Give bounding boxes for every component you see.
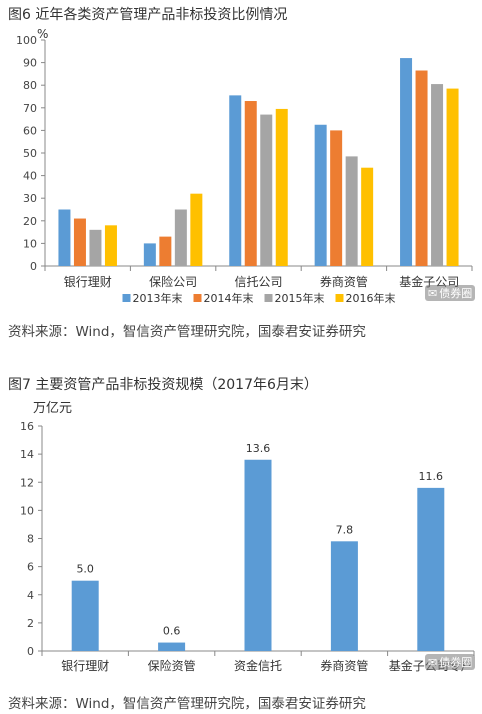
bar: [174, 209, 187, 266]
y-tick-label: 2: [27, 617, 34, 630]
data-label: 7.8: [336, 523, 354, 536]
bar: [190, 193, 203, 266]
legend-swatch: [122, 294, 131, 302]
chart2-svg: 万亿元 0 2 4 6 8 10 12 14 16 5.0 银行理财 0.6 保险资管 13.6 资金信托 7.…: [20, 401, 475, 673]
figure2-watermark: ✉ 债券圈: [425, 654, 476, 670]
y-tick-label: 0: [30, 260, 37, 273]
legend-label: 2014年末: [204, 291, 254, 305]
y-tick-label: 10: [20, 504, 34, 517]
x-tick-label: 信托公司: [234, 275, 282, 289]
y-axis-unit: 万亿元: [33, 401, 72, 416]
x-tick-label: 资金信托: [234, 658, 282, 673]
bar: [361, 167, 374, 266]
legend-swatch: [193, 294, 202, 302]
figure1-watermark: ✉ 债券圈: [425, 285, 476, 301]
bar: [260, 114, 273, 266]
bar: [330, 541, 358, 651]
figure2-watermark-text: 债券圈: [439, 656, 473, 669]
data-label: 5.0: [76, 563, 94, 576]
bar: [431, 84, 444, 266]
y-tick-label: 40: [23, 170, 37, 183]
legend-swatch: [264, 294, 273, 302]
bar: [417, 487, 445, 651]
bar: [58, 209, 71, 266]
y-tick-label: 30: [23, 192, 37, 205]
y-tick-label: 60: [23, 124, 37, 137]
bar: [446, 88, 459, 266]
legend-label: 2016年末: [346, 291, 396, 305]
legend-swatch: [335, 294, 344, 302]
figure2-source: 资料来源：Wind，智信资产管理研究院，国泰君安证券研究: [8, 696, 366, 712]
y-tick-label: 70: [23, 102, 37, 115]
data-label: 13.6: [246, 442, 271, 455]
y-tick-label: 90: [23, 57, 37, 70]
y-tick-label: 10: [23, 237, 37, 250]
bar: [345, 156, 358, 266]
figure1-source: 资料来源：Wind，智信资产管理研究院，国泰君安证券研究: [8, 324, 366, 340]
wechat-icon: ✉: [428, 656, 438, 669]
bar: [143, 243, 156, 266]
bar: [89, 229, 102, 266]
chart1-svg: 0102030405060708090100 %银行理财 保险公司 信托公司 券商资管基…: [16, 27, 473, 305]
bar: [330, 130, 343, 266]
bar: [159, 236, 172, 266]
bar: [275, 108, 288, 267]
y-axis-unit: %: [37, 27, 48, 41]
figure2-title: 图7 主要资管产品非标投资规模（2017年6月末）: [8, 377, 318, 393]
bar: [158, 642, 186, 651]
x-tick-label: 券商资管: [320, 658, 368, 673]
y-tick-label: 50: [23, 147, 37, 160]
bar: [71, 580, 99, 651]
y-tick-label: 12: [20, 476, 34, 489]
bar: [104, 225, 117, 266]
legend-label: 2013年末: [133, 291, 183, 305]
y-tick-label: 100: [16, 34, 37, 47]
bar: [244, 459, 272, 651]
y-tick-label: 6: [27, 561, 34, 574]
legend-label: 2015年末: [275, 291, 325, 305]
data-label: 11.6: [419, 470, 444, 483]
x-tick-label: 保险资管: [148, 658, 196, 673]
bar: [73, 218, 86, 266]
figure1-watermark-text: 债券圈: [439, 287, 473, 300]
bar: [415, 70, 428, 266]
y-tick-label: 0: [27, 645, 34, 658]
y-tick-label: 4: [27, 589, 34, 602]
bar: [229, 95, 242, 267]
data-label: 0.6: [163, 625, 181, 638]
y-tick-label: 80: [23, 79, 37, 92]
y-tick-label: 16: [20, 420, 34, 433]
x-tick-label: 保险公司: [149, 274, 197, 289]
y-tick-label: 8: [27, 533, 34, 546]
y-tick-label: 14: [20, 448, 34, 461]
wechat-icon: ✉: [428, 287, 438, 300]
bar: [400, 58, 413, 266]
figure1-title: 图6 近年各类资产管理产品非标投资比例情况: [8, 7, 288, 23]
x-tick-label: 券商资管: [320, 274, 368, 289]
bar: [244, 101, 257, 267]
x-tick-label: 银行理财: [64, 275, 112, 289]
x-tick-label: 银行理财: [61, 659, 109, 673]
y-tick-label: 20: [23, 215, 37, 228]
bar: [314, 124, 327, 266]
